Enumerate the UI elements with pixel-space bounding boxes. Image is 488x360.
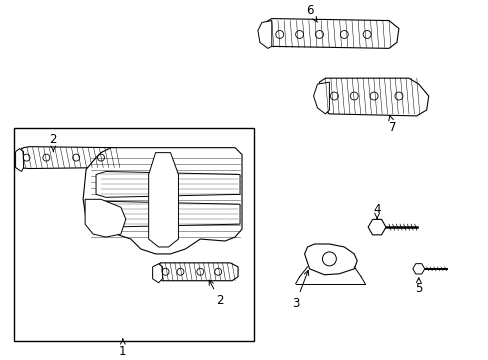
Text: 2: 2: [209, 280, 224, 307]
Text: 3: 3: [291, 270, 308, 310]
Polygon shape: [367, 219, 385, 235]
Polygon shape: [304, 244, 356, 275]
Polygon shape: [412, 264, 424, 274]
Polygon shape: [152, 263, 238, 281]
Polygon shape: [83, 148, 242, 254]
Text: 2: 2: [49, 133, 57, 152]
Text: 5: 5: [414, 278, 422, 295]
Polygon shape: [313, 82, 329, 114]
Polygon shape: [16, 149, 23, 171]
Text: 6: 6: [305, 4, 317, 22]
Text: 4: 4: [372, 203, 380, 219]
Text: 1: 1: [119, 339, 126, 358]
Polygon shape: [152, 264, 162, 283]
Polygon shape: [85, 199, 125, 237]
Polygon shape: [16, 147, 122, 168]
Text: 7: 7: [388, 116, 396, 134]
Polygon shape: [96, 171, 240, 197]
Polygon shape: [148, 153, 178, 247]
Polygon shape: [257, 21, 271, 48]
Bar: [14, 128, 253, 341]
Polygon shape: [96, 201, 240, 227]
Polygon shape: [262, 19, 398, 48]
Polygon shape: [317, 78, 428, 116]
